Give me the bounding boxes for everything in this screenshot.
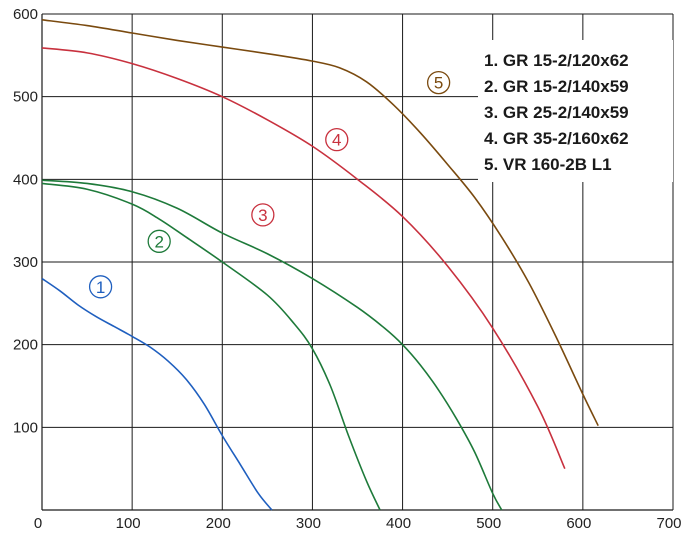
curve-marker-label: 4 bbox=[332, 131, 341, 150]
curve-marker: 3 bbox=[251, 203, 275, 227]
series-line bbox=[41, 182, 381, 511]
y-tick-label: 600 bbox=[13, 6, 38, 23]
legend-entry: 1. GR 15-2/120x62 bbox=[484, 51, 629, 70]
curve-marker-circle bbox=[251, 203, 275, 227]
series-lines bbox=[41, 18, 599, 511]
y-tick-label: 100 bbox=[13, 419, 38, 436]
legend: 1. GR 15-2/120x62 2. GR 15-2/140x59 3. G… bbox=[478, 40, 673, 182]
x-tick-labels: 0 100 200 300 400 500 600 700 bbox=[34, 515, 682, 532]
curve-marker: 1 bbox=[88, 275, 113, 299]
curve-marker-circle bbox=[88, 275, 113, 299]
x-tick-label: 200 bbox=[206, 515, 231, 532]
x-tick-label: 100 bbox=[116, 515, 141, 532]
y-tick-label: 400 bbox=[13, 171, 38, 188]
curve-marker: 2 bbox=[147, 229, 171, 253]
curve-marker-circle bbox=[426, 70, 451, 95]
y-tick-label: 200 bbox=[13, 337, 38, 354]
legend-background bbox=[478, 40, 673, 182]
curve-markers: 1 2 3 4 5 bbox=[88, 70, 451, 299]
curve-marker: 5 bbox=[426, 70, 451, 95]
x-tick-label: 600 bbox=[566, 515, 591, 532]
x-tick-label: 500 bbox=[476, 515, 501, 532]
y-tick-label: 500 bbox=[13, 89, 38, 106]
curve-marker-circle bbox=[325, 128, 349, 152]
y-tick-labels: 100 200 300 400 500 600 bbox=[13, 6, 38, 436]
axes bbox=[41, 14, 673, 511]
legend-entry: 3. GR 25-2/140x59 bbox=[484, 103, 629, 122]
curve-marker-label: 5 bbox=[434, 74, 443, 93]
series-line bbox=[41, 47, 566, 469]
curve-marker-label: 2 bbox=[154, 232, 163, 251]
x-tick-label: 300 bbox=[296, 515, 321, 532]
series-line bbox=[41, 179, 503, 511]
x-tick-label: 400 bbox=[386, 515, 411, 532]
y-tick-label: 300 bbox=[13, 254, 38, 271]
x-tick-label: 700 bbox=[656, 515, 681, 532]
series-line bbox=[41, 18, 599, 427]
legend-entry: 2. GR 15-2/140x59 bbox=[484, 77, 629, 96]
legend-entry: 4. GR 35-2/160x62 bbox=[484, 129, 629, 148]
x-tick-label: 0 bbox=[34, 515, 42, 532]
curve-marker-label: 1 bbox=[96, 278, 105, 297]
series-line bbox=[41, 277, 273, 511]
curve-marker: 4 bbox=[325, 128, 349, 152]
curve-marker-label: 3 bbox=[258, 206, 267, 225]
legend-entry: 5. VR 160-2B L1 bbox=[484, 155, 612, 174]
curve-marker-circle bbox=[147, 229, 171, 253]
